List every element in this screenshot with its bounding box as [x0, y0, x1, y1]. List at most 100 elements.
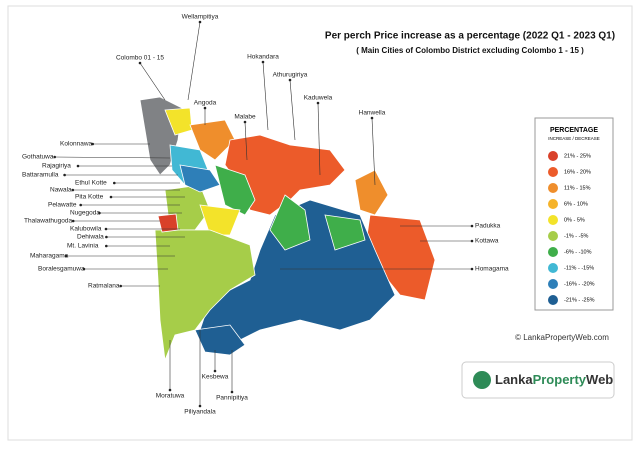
place-label: Pita Kotte	[75, 194, 104, 201]
legend-swatch	[548, 231, 558, 241]
place-label: Kaduwela	[304, 95, 333, 102]
legend-swatch	[548, 279, 558, 289]
copyright: © LankaPropertyWeb.com	[515, 333, 609, 342]
place-label: Hanwella	[359, 110, 386, 117]
leader-dot	[119, 284, 122, 288]
leader-line	[187, 21, 201, 101]
place-label: Dehiwala	[77, 234, 104, 241]
place-label: Nawala	[50, 187, 72, 194]
place-label: Angoda	[194, 100, 217, 107]
leader-dot	[470, 267, 474, 271]
place-label: Padukka	[475, 223, 501, 230]
leader-dot	[71, 219, 75, 223]
place-label: Nugegoda	[70, 210, 100, 217]
leader-line	[244, 121, 248, 161]
logo-box	[461, 361, 615, 399]
legend-swatch	[548, 215, 558, 225]
leader-dot	[470, 224, 474, 228]
place-label: Homagama	[475, 266, 509, 273]
leader-line	[262, 61, 269, 131]
legend-title: PERCENTAGE	[550, 127, 598, 134]
leader-dot	[198, 404, 202, 408]
leader-line	[317, 102, 321, 176]
leader-dot	[288, 78, 292, 82]
leader-dot	[79, 203, 82, 207]
leader-dot	[105, 244, 108, 248]
leader-line	[371, 117, 376, 186]
leader-dot	[213, 369, 217, 373]
leader-dot	[82, 267, 86, 271]
leader-dot	[243, 120, 247, 124]
legend-swatch	[548, 199, 558, 209]
legend: 21% - 25% 16% - 20% 11% - 15% 6% - 10% 0% - …	[548, 151, 595, 305]
place-label: Moratuwa	[156, 393, 185, 400]
leader-line	[289, 79, 296, 141]
legend-label: -21% - -25%	[564, 297, 595, 303]
legend-label: -16% - -20%	[564, 281, 595, 287]
place-label: Ratmalana	[88, 283, 120, 290]
logo-part: Web	[586, 372, 613, 387]
leader-dot	[316, 101, 320, 105]
place-label: Thalawathugoda	[24, 218, 72, 225]
legend-label: -11% - -15%	[564, 265, 594, 271]
legend-box	[534, 117, 614, 311]
leader-dot	[53, 155, 56, 159]
title: Per perch Price increase as a percentage…	[325, 31, 615, 42]
place-label: Malabe	[234, 114, 256, 121]
place-label: Wellampitiya	[182, 14, 219, 21]
map	[139, 96, 436, 361]
legend-label: 6% - 10%	[564, 201, 588, 207]
leader-dot	[104, 227, 108, 231]
place-label: Gothatuwa	[22, 154, 54, 161]
leader-dot	[203, 106, 207, 110]
legend-swatch	[548, 295, 558, 305]
leader-dot	[261, 60, 265, 64]
place-label: Rajagiriya	[42, 163, 71, 170]
logo-part: Property	[533, 372, 587, 387]
legend-label: -6% - -10%	[564, 249, 592, 255]
logo-part: Lanka	[495, 372, 533, 387]
place-label: Kalubowila	[70, 226, 102, 233]
leader-dot	[76, 164, 80, 168]
leader-dot	[230, 390, 234, 394]
place-label: Boralesgamuwa	[38, 266, 85, 273]
legend-swatch	[548, 183, 558, 193]
logo: LankaPropertyWeb	[495, 372, 613, 387]
leader-dot	[470, 239, 474, 243]
legend-swatch	[548, 263, 558, 273]
legend-swatch	[548, 151, 558, 161]
leader-dot	[71, 188, 75, 192]
leader-line	[54, 156, 171, 159]
leader-dot	[370, 116, 374, 120]
place-label: Kolonnawa	[60, 141, 93, 148]
place-label: Colombo 01 - 15	[116, 55, 164, 62]
leader-dot	[91, 142, 94, 146]
place-label: Maharagama	[30, 253, 69, 260]
leader-line	[139, 62, 166, 101]
leader-dot	[168, 388, 172, 392]
place-label: Pannipitiya	[216, 395, 248, 402]
leader-dot	[98, 211, 101, 215]
leader-dot	[138, 61, 142, 65]
place-labels: Colombo 01 - 15 Wellampitiya Angoda Hokanda…	[22, 14, 509, 416]
leader-dot	[113, 181, 116, 185]
legend-subtitle: INCREASE / DECREASE	[548, 136, 600, 141]
place-label: Battaramulla	[22, 172, 59, 179]
legend-label: 0% - 5%	[564, 217, 585, 223]
legend-swatch	[548, 167, 558, 177]
legend-swatch	[548, 247, 558, 257]
leader-dot	[109, 195, 113, 199]
place-label: Piliyandala	[184, 409, 216, 416]
subtitle: ( Main Cities of Colombo District exclud…	[356, 46, 584, 55]
legend-label: 21% - 25%	[564, 153, 591, 159]
logo-icon	[473, 371, 491, 389]
place-label: Kesbewa	[202, 374, 229, 381]
legend-label: 16% - 20%	[564, 169, 591, 175]
place-label: Pelawatte	[48, 202, 77, 209]
leader-dot	[105, 235, 108, 239]
place-label: Hokandara	[247, 54, 279, 61]
place-label: Mt. Lavinia	[67, 243, 99, 250]
place-label: Kottawa	[475, 238, 499, 245]
place-label: Athurugiriya	[273, 72, 308, 79]
